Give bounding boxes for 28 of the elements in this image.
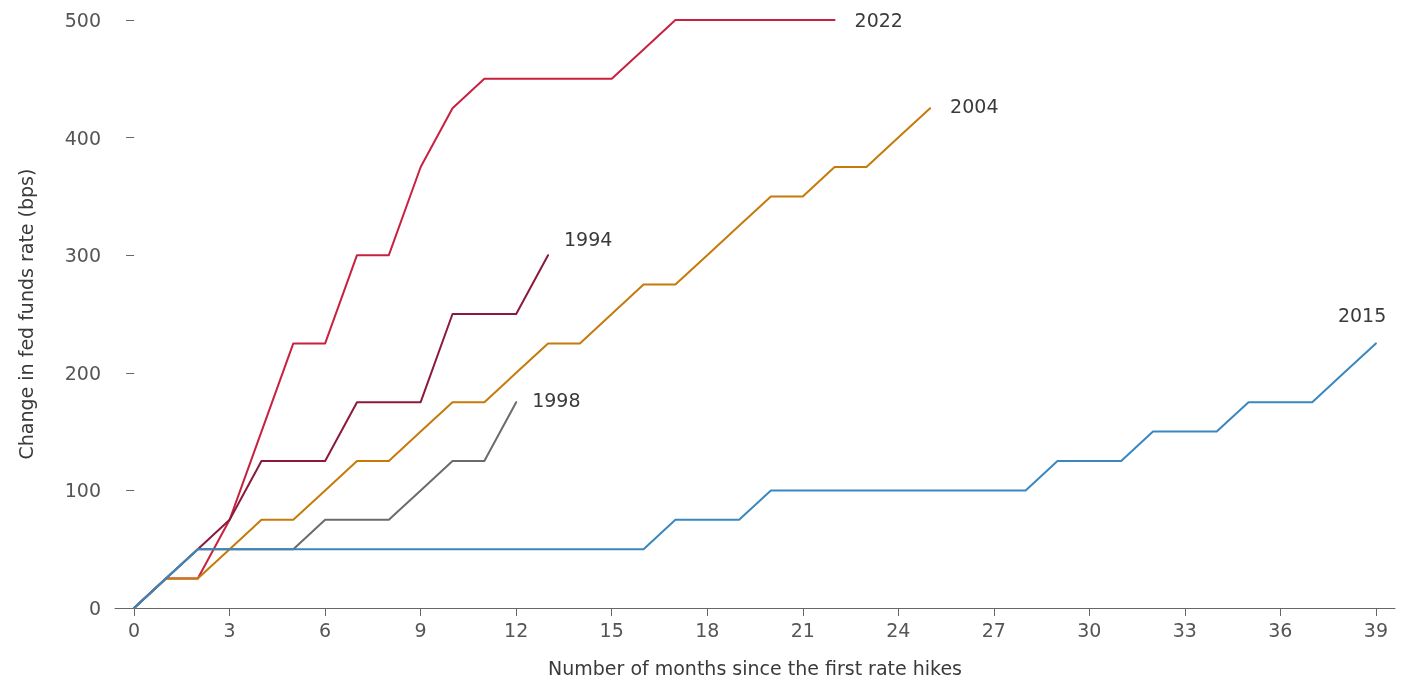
x-tick-label: 0 — [128, 618, 141, 641]
y-tick-label: 200 — [64, 361, 101, 384]
x-tick-label: 18 — [695, 618, 720, 641]
y-tick-label: 400 — [64, 126, 101, 149]
x-axis-title: Number of months since the first rate hikes — [548, 656, 962, 679]
x-tick-label: 9 — [414, 618, 427, 641]
x-tick-label: 6 — [319, 618, 332, 641]
series-label: 1998 — [532, 389, 581, 412]
x-tick-label: 27 — [981, 618, 1006, 641]
y-tick-label: 100 — [64, 479, 101, 502]
y-tick-label: 300 — [64, 244, 101, 267]
x-tick-label: 30 — [1077, 618, 1102, 641]
series-label: 2004 — [950, 95, 999, 118]
series-label: 2015 — [1337, 304, 1387, 327]
y-tick-label: 500 — [64, 9, 101, 31]
x-tick-label: 24 — [886, 618, 911, 641]
series-label: 1994 — [564, 228, 613, 251]
x-tick-label: 21 — [790, 618, 815, 641]
x-tick-label: 36 — [1268, 618, 1293, 641]
x-tick-label: 3 — [223, 618, 236, 641]
x-tick-label: 39 — [1363, 618, 1388, 641]
x-tick-label: 15 — [599, 618, 624, 641]
series-label: 2022 — [854, 9, 903, 31]
x-tick-label: 33 — [1172, 618, 1197, 641]
y-tick-label: 0 — [88, 597, 101, 619]
x-tick-label: 12 — [504, 618, 529, 641]
line-series — [133, 342, 1377, 609]
y-axis-title: Change in fed funds rate (bps) — [14, 168, 37, 460]
